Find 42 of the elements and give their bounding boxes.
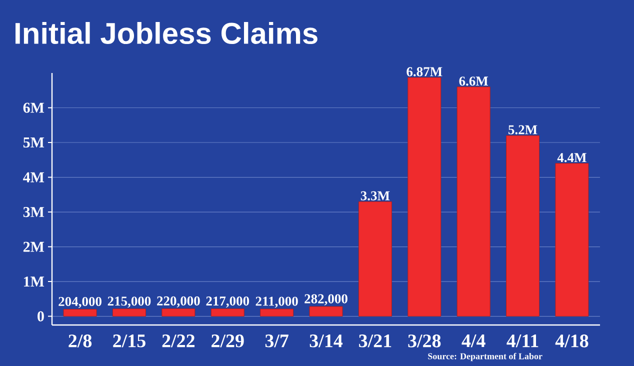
bar <box>260 308 294 317</box>
x-tick-label: 3/28 <box>408 334 441 348</box>
y-tick-label: 2M <box>23 242 44 252</box>
x-tick-label: 4/11 <box>506 334 538 348</box>
data-label: 6.87M <box>406 67 442 76</box>
data-label: 6.6M <box>459 76 488 86</box>
data-label: 3.3M <box>360 191 390 200</box>
x-tick-label: 2/15 <box>113 334 146 348</box>
source-note: Source: Department of Labor <box>428 352 542 362</box>
bar <box>309 306 343 317</box>
x-tick-label: 4/4 <box>462 334 486 348</box>
bar <box>162 308 196 317</box>
bar <box>456 86 490 317</box>
data-label: 282,000 <box>304 294 348 306</box>
y-tick-label: 5M <box>23 138 44 148</box>
y-tick-label: 1M <box>24 276 44 286</box>
chart-title: Initial Jobless Claims <box>16 22 318 44</box>
x-tick-label: 3/21 <box>359 334 392 348</box>
bar <box>358 201 392 317</box>
bar <box>63 308 97 317</box>
y-tick-label: 6M <box>23 102 44 113</box>
data-label: 217,000 <box>206 296 250 308</box>
y-tick-label: 3M <box>23 206 44 218</box>
data-label: 211,000 <box>256 296 298 308</box>
bar <box>506 135 540 317</box>
x-tick-label: 3/14 <box>310 334 343 348</box>
x-tick-label: 2/29 <box>212 334 244 348</box>
x-tick-label: 4/18 <box>555 334 588 348</box>
x-tick-label: 2/22 <box>162 334 195 348</box>
y-tick-label: 0 <box>38 311 44 322</box>
x-tick-label: 3/7 <box>265 334 288 348</box>
data-label: 5.2M <box>508 125 538 134</box>
bar <box>555 163 589 317</box>
bar <box>408 77 442 317</box>
y-tick-label: 4M <box>23 172 44 182</box>
bar <box>112 308 146 317</box>
data-label: 215,000 <box>108 296 151 308</box>
data-label: 4.4M <box>557 153 586 162</box>
x-tick-label: 2/8 <box>68 334 92 348</box>
data-label: 220,000 <box>157 296 200 308</box>
bar <box>210 308 244 317</box>
data-label: 204,000 <box>58 296 102 308</box>
